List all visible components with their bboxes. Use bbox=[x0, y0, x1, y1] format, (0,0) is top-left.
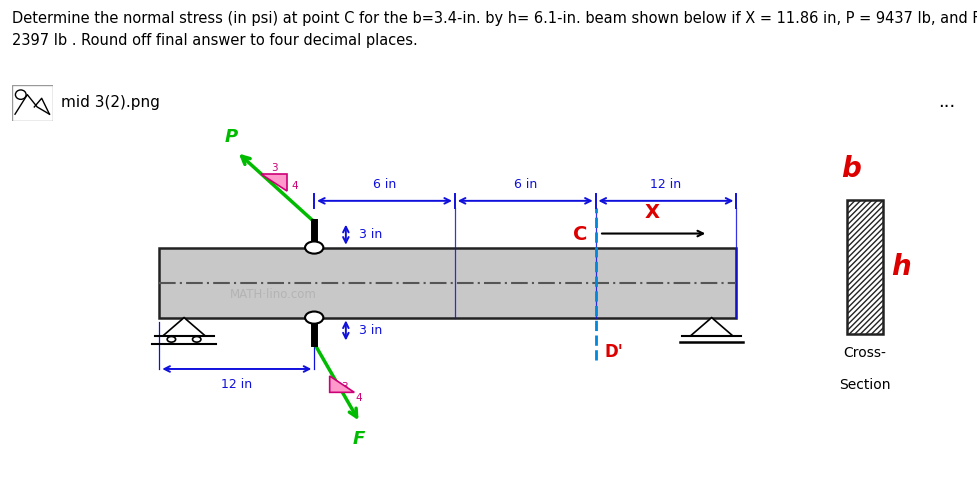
Text: 3: 3 bbox=[272, 163, 278, 174]
Text: 3: 3 bbox=[341, 382, 348, 392]
Text: MATH·lino.com: MATH·lino.com bbox=[230, 288, 317, 301]
Text: Section: Section bbox=[839, 378, 891, 392]
Polygon shape bbox=[329, 376, 355, 392]
Text: mid 3(2).png: mid 3(2).png bbox=[61, 95, 159, 110]
Text: Determine the normal stress (in psi) at point C for the b=3.4-in. by h= 6.1-in. : Determine the normal stress (in psi) at … bbox=[12, 11, 977, 26]
Bar bbox=[846, 200, 883, 333]
Circle shape bbox=[305, 311, 323, 324]
Text: 6 in: 6 in bbox=[514, 179, 536, 192]
Text: b: b bbox=[841, 155, 861, 183]
Text: 4: 4 bbox=[291, 181, 298, 191]
Polygon shape bbox=[261, 174, 287, 192]
Polygon shape bbox=[691, 317, 733, 336]
Circle shape bbox=[167, 337, 176, 342]
Text: 3 in: 3 in bbox=[359, 228, 382, 241]
Text: 3 in: 3 in bbox=[359, 324, 382, 337]
Text: 2397 lb . Round off final answer to four decimal places.: 2397 lb . Round off final answer to four… bbox=[12, 33, 417, 48]
Polygon shape bbox=[163, 317, 205, 336]
Text: 4: 4 bbox=[356, 393, 362, 403]
Text: Cross-: Cross- bbox=[843, 346, 886, 360]
Text: P: P bbox=[225, 128, 237, 146]
Text: ...: ... bbox=[938, 93, 956, 111]
Text: h: h bbox=[892, 253, 912, 281]
Text: 6 in: 6 in bbox=[373, 179, 396, 192]
Circle shape bbox=[192, 337, 201, 342]
Text: 12 in: 12 in bbox=[221, 378, 252, 391]
Text: X: X bbox=[645, 203, 659, 222]
Text: C: C bbox=[573, 225, 587, 244]
Text: 12 in: 12 in bbox=[651, 179, 682, 192]
Text: D': D' bbox=[604, 344, 623, 361]
Text: F: F bbox=[353, 430, 365, 448]
Bar bbox=[159, 247, 737, 317]
Circle shape bbox=[305, 241, 323, 254]
